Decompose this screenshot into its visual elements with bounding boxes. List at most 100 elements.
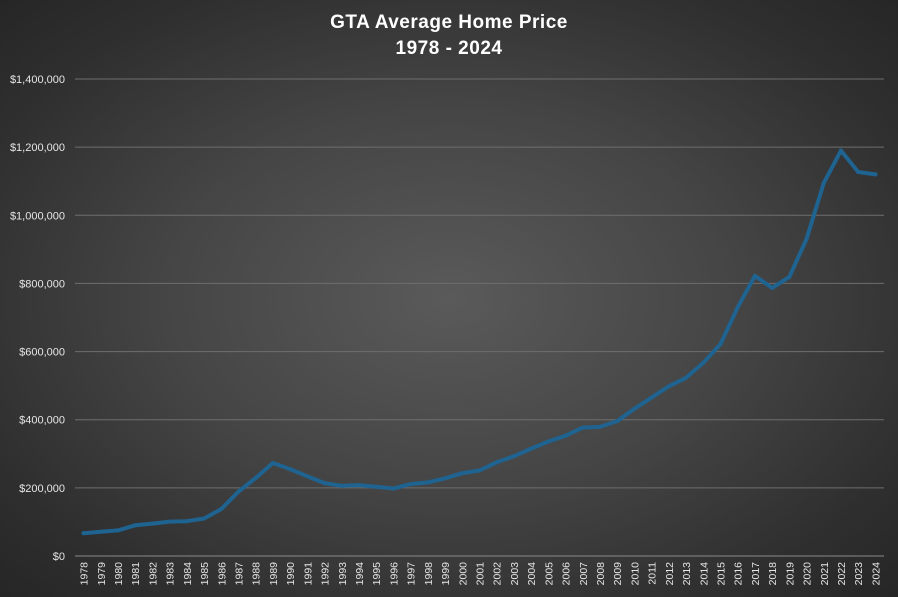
x-tick-label: 2006 [561,562,573,586]
x-tick-label: 2022 [836,562,848,586]
x-tick-label: 1992 [320,562,332,586]
data-point [580,425,585,430]
data-point [838,148,843,153]
x-tick-label: 1991 [302,562,314,586]
data-point [202,516,207,521]
x-tick-label: 2009 [612,562,624,586]
x-tick-label: 2018 [767,562,779,586]
data-point [288,467,293,472]
data-point [339,483,344,488]
data-point [701,360,706,365]
data-point [615,419,620,424]
x-tick-label: 2000 [457,562,469,586]
x-tick-label: 2015 [715,562,727,586]
data-point [374,484,379,489]
x-tick-label: 1994 [354,562,366,586]
x-tick-label: 2014 [698,562,710,586]
x-tick-label: 1983 [165,562,177,586]
data-point [735,305,740,310]
data-point [357,483,362,488]
x-tick-label: 2012 [664,562,676,586]
x-tick-label: 1978 [79,562,91,586]
x-tick-label: 2004 [526,562,538,586]
data-point [116,528,121,533]
data-point [167,519,172,524]
x-tick-label: 2013 [681,562,693,586]
data-point [150,521,155,526]
x-tick-label: 1981 [130,562,142,586]
x-tick-label: 2008 [595,562,607,586]
y-tick-label: $400,000 [19,415,65,427]
x-tick-label: 1996 [388,562,400,586]
series-group [81,148,878,536]
series-line [81,148,878,536]
x-tick-label: 2024 [870,562,882,586]
x-tick-label: 1997 [406,562,418,586]
data-point [718,342,723,347]
y-tick-label: $200,000 [19,483,65,495]
x-tick-label: 2003 [509,562,521,586]
y-tick-label: $1,000,000 [10,210,65,222]
data-point [529,446,534,451]
x-tick-label: 2017 [750,562,762,586]
y-tick-label: $0 [53,551,65,563]
x-tick-label: 1990 [285,562,297,586]
data-point [270,460,275,465]
data-point [632,406,637,411]
x-tick-label: 1980 [113,562,125,586]
data-point [460,471,465,476]
x-tick-label: 1999 [440,562,452,586]
data-point [253,475,258,480]
data-point [322,481,327,486]
x-tick-label: 1988 [251,562,263,586]
chart-title-block: GTA Average Home Price 1978 - 2024 [0,10,898,62]
x-tick-label: 1985 [199,562,211,586]
data-point [236,489,241,494]
data-point [477,468,482,473]
y-tick-label: $1,200,000 [10,142,65,154]
data-point [804,237,809,242]
x-tick-label: 1986 [216,562,228,586]
y-tick-label: $1,400,000 [10,74,65,86]
y-tick-label: $800,000 [19,278,65,290]
x-tick-label: 2020 [802,562,814,586]
data-point [856,170,861,175]
data-point [81,531,86,536]
gridlines [75,78,884,557]
x-tick-label: 1989 [268,562,280,586]
data-point [391,486,396,491]
data-point [494,460,499,465]
x-axis-tick-labels: 1978 1979 1980 1981 1982 1983 1984 1985 1986 1987… [79,562,883,586]
x-tick-label: 2001 [475,562,487,586]
data-point [511,454,516,459]
data-point [787,274,792,279]
x-tick-label: 1984 [182,562,194,586]
data-point [752,273,757,278]
data-point [821,180,826,185]
data-point [649,395,654,400]
data-point [546,439,551,444]
x-tick-label: 1987 [234,562,246,586]
y-tick-label: $600,000 [19,347,65,359]
x-tick-label: 2016 [733,562,745,586]
data-point [597,424,602,429]
data-point [425,480,430,485]
x-tick-label: 1979 [96,562,108,586]
data-point [770,285,775,290]
x-tick-label: 2021 [819,562,831,586]
data-point [873,172,878,177]
x-tick-label: 2019 [784,562,796,586]
x-tick-label: 1995 [371,562,383,586]
chart-subtitle: 1978 - 2024 [395,38,503,59]
data-point [305,474,310,479]
x-tick-label: 1998 [423,562,435,586]
data-point [184,519,189,524]
data-point [563,433,568,438]
x-tick-label: 2005 [543,562,555,586]
x-tick-label: 2023 [853,562,865,586]
data-point [98,529,103,534]
x-tick-label: 2007 [578,562,590,586]
data-point [666,384,671,389]
x-tick-label: 1993 [337,562,349,586]
